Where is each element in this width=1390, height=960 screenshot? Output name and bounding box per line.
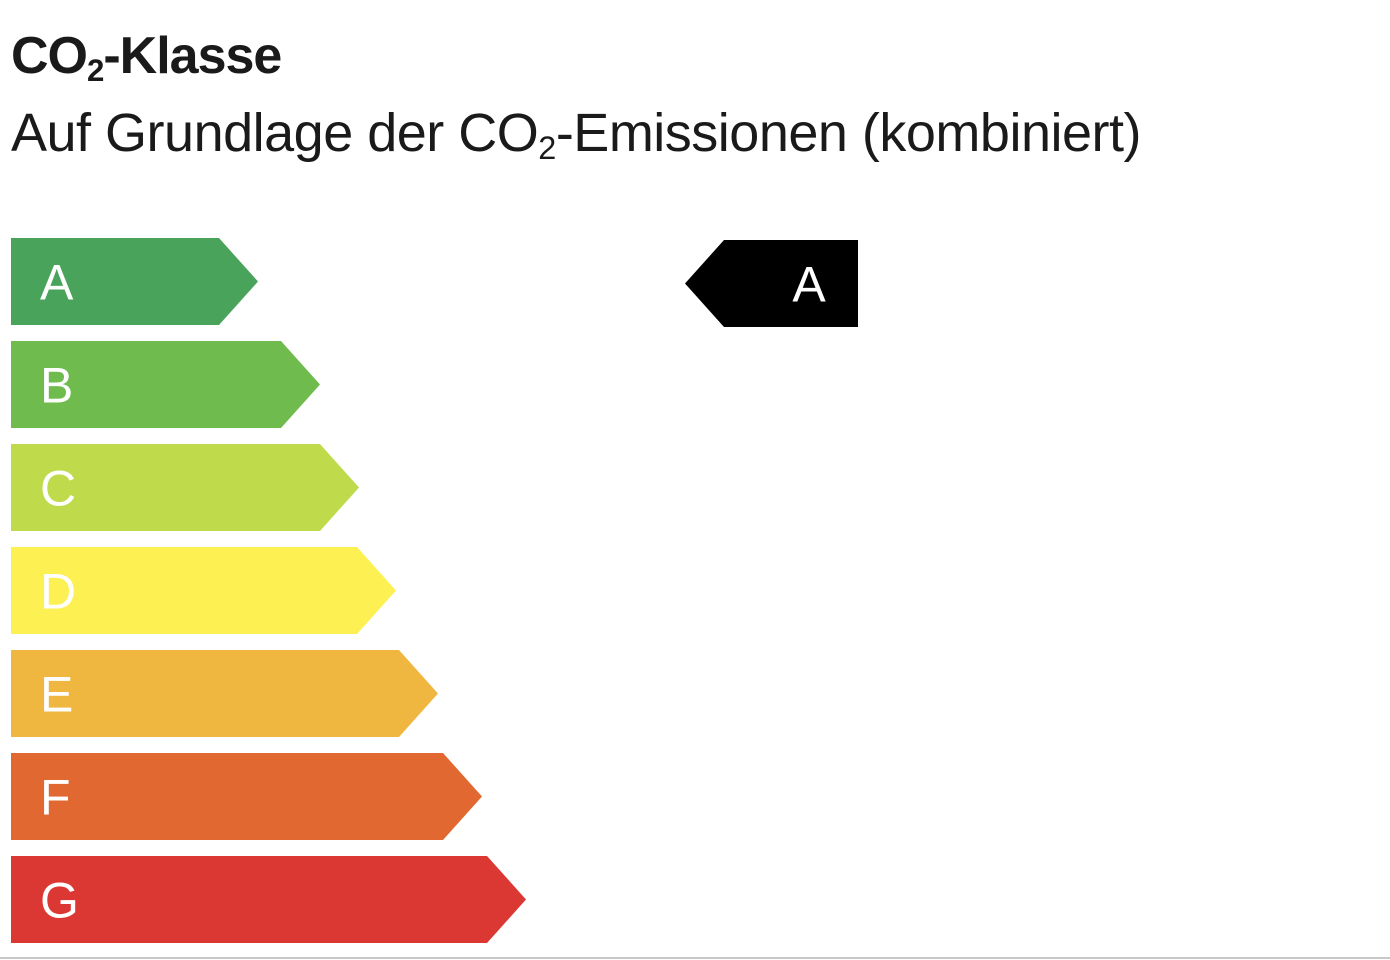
- current-class-indicator: [685, 240, 858, 327]
- class-label: D: [40, 564, 76, 620]
- divider: [0, 957, 1390, 959]
- class-label: B: [40, 358, 73, 414]
- page-title: CO2-Klasse: [11, 27, 282, 88]
- class-label: A: [40, 255, 74, 311]
- class-label: F: [40, 770, 71, 826]
- current-class-label: A: [792, 257, 826, 313]
- class-bar-c: [11, 444, 359, 531]
- class-label: G: [40, 873, 79, 929]
- class-bar-a: [11, 238, 258, 325]
- class-bar-e: [11, 650, 438, 737]
- class-bar-b: [11, 341, 320, 428]
- class-bar-g: [11, 856, 526, 943]
- page-subtitle: Auf Grundlage der CO2-Emissionen (kombin…: [11, 103, 1141, 167]
- class-label: E: [40, 667, 73, 723]
- class-label: C: [40, 461, 76, 517]
- class-bar-f: [11, 753, 482, 840]
- class-bar-d: [11, 547, 396, 634]
